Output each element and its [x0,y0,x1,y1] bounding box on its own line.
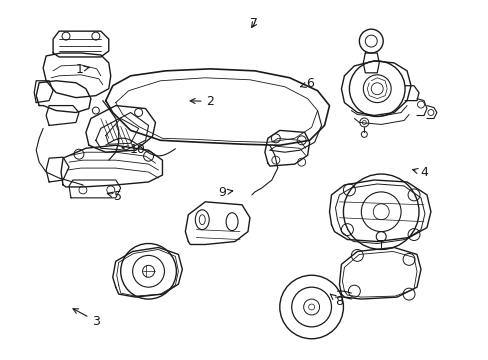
Text: 8: 8 [329,294,343,308]
Text: 1: 1 [75,63,89,76]
Text: 7: 7 [250,17,258,30]
Text: 4: 4 [412,166,427,179]
Text: 10: 10 [122,143,145,156]
Text: 9: 9 [218,186,232,199]
Text: 5: 5 [107,190,122,203]
Text: 3: 3 [73,309,100,328]
Text: 6: 6 [300,77,313,90]
Text: 2: 2 [190,95,214,108]
